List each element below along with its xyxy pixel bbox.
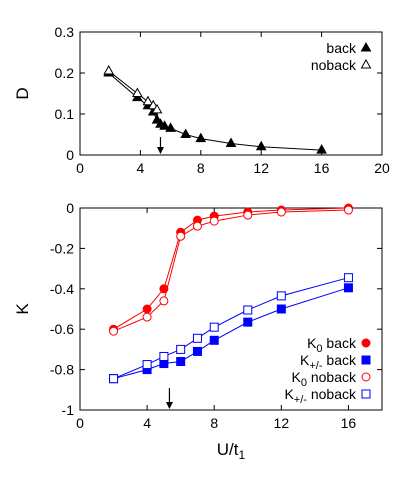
data-point xyxy=(142,304,152,314)
legend-label: noback xyxy=(311,57,357,73)
data-point xyxy=(243,210,253,220)
legend-label: K+/- back xyxy=(300,352,357,372)
y-tick-label: 0.2 xyxy=(55,65,75,81)
x-tick-label: 8 xyxy=(210,415,218,431)
y-tick-label: 0.1 xyxy=(55,106,75,122)
data-point xyxy=(176,231,186,241)
data-point xyxy=(243,305,253,315)
data-point xyxy=(209,322,219,332)
x-axis-label: U/t1 xyxy=(217,440,246,462)
plot-frame xyxy=(79,31,383,156)
x-tick-label: 8 xyxy=(197,160,205,176)
data-point xyxy=(176,357,186,367)
data-point xyxy=(180,128,192,138)
legend-marker xyxy=(361,355,371,365)
x-tick-label: 0 xyxy=(76,160,84,176)
arrow-head xyxy=(156,147,164,154)
data-point xyxy=(159,351,169,361)
y-axis-label: D xyxy=(13,87,32,99)
x-tick-label: 16 xyxy=(341,415,357,431)
legend-label: K0 noback xyxy=(291,369,357,389)
legend-label: K0 back xyxy=(307,335,357,355)
data-point xyxy=(192,333,202,343)
y-axis-label: K xyxy=(13,303,32,315)
y-tick-label: 0 xyxy=(66,200,74,216)
data-point xyxy=(243,317,253,327)
legend-label: back xyxy=(326,40,357,56)
y-tick-label: 0 xyxy=(66,147,74,163)
series-back xyxy=(103,66,327,154)
series-noback xyxy=(103,64,163,114)
data-point xyxy=(343,205,353,215)
data-point xyxy=(276,304,286,314)
data-point xyxy=(151,103,163,114)
data-point xyxy=(109,374,119,384)
x-tick-label: 20 xyxy=(374,160,390,176)
data-point xyxy=(276,207,286,217)
y-tick-label: -0.6 xyxy=(50,321,74,337)
data-point xyxy=(142,95,154,106)
legend-marker xyxy=(361,389,371,399)
x-tick-label: 12 xyxy=(253,160,269,176)
x-tick-label: 16 xyxy=(314,160,330,176)
data-point xyxy=(142,312,152,322)
y-tick-label: -0.8 xyxy=(50,362,74,378)
data-point xyxy=(192,346,202,356)
data-point xyxy=(343,283,353,293)
data-point xyxy=(159,284,169,294)
data-point xyxy=(159,296,169,306)
y-tick-label: 0.3 xyxy=(55,24,75,40)
data-point xyxy=(195,132,207,143)
data-point xyxy=(225,137,237,148)
legend-marker xyxy=(361,372,371,382)
series-line xyxy=(108,72,322,151)
legend-label: K+/- noback xyxy=(284,386,357,406)
data-point xyxy=(343,273,353,283)
data-point xyxy=(176,344,186,354)
data-point xyxy=(276,291,286,301)
y-tick-label: -0.4 xyxy=(50,281,74,297)
y-tick-label: -0.2 xyxy=(50,240,74,256)
legend-marker xyxy=(360,58,372,69)
x-tick-label: 4 xyxy=(143,415,151,431)
series-k-noback xyxy=(109,273,353,384)
x-tick-label: 4 xyxy=(137,160,145,176)
series-k0-noback xyxy=(109,205,353,336)
data-point xyxy=(103,64,115,75)
data-point xyxy=(316,144,327,154)
legend-marker xyxy=(361,338,371,348)
data-point xyxy=(192,221,202,231)
x-tick-label: 0 xyxy=(76,415,84,431)
data-point xyxy=(255,140,267,151)
data-point xyxy=(109,326,119,336)
legend-marker xyxy=(360,41,372,52)
y-tick-label: -1 xyxy=(62,402,75,418)
plot-frame xyxy=(79,207,383,411)
data-point xyxy=(142,360,152,370)
arrow-head xyxy=(165,402,173,409)
data-point xyxy=(209,335,219,345)
data-point xyxy=(132,87,143,97)
data-point xyxy=(159,120,170,130)
x-tick-label: 12 xyxy=(274,415,290,431)
data-point xyxy=(165,122,176,132)
data-point xyxy=(209,216,219,226)
